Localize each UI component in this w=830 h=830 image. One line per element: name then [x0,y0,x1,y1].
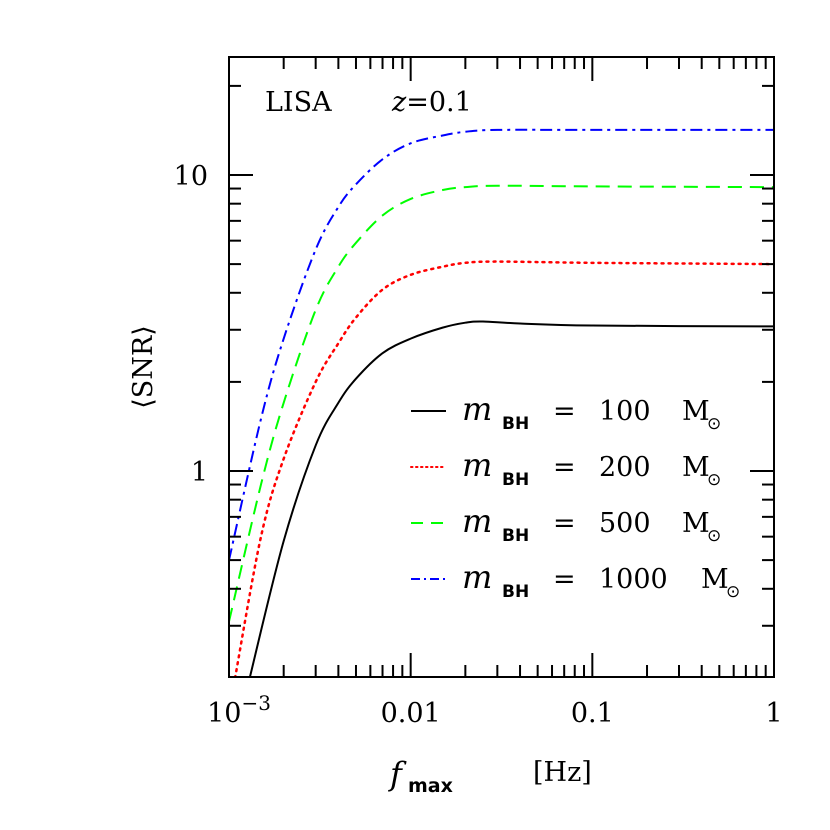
redshift-var: z [391,87,407,118]
x-axis-label-unit: [Hz] [533,757,592,788]
legend-text: BH [502,470,529,490]
legend-text: BH [502,526,529,546]
redshift-annotation: z=0.1 [391,87,472,118]
legend-text: ⊙ [707,414,721,434]
series-line-500 [229,184,774,622]
y-tick-labels: 1 10 [174,161,208,488]
x-tick-label: 0.1 [571,698,614,729]
legend-text: 200 [599,452,651,483]
legend-text: M [682,452,710,483]
axis-ticks [229,57,774,677]
redshift-value: =0.1 [406,87,472,118]
legend-text: ⊙ [707,526,721,546]
y-tick-label: 10 [174,161,208,192]
legend-text: = [553,396,576,427]
x-axis-label-sub: max [408,775,453,797]
legend-text: = [553,508,576,539]
legend-item-100: m BH = 100 M⊙ [411,390,721,434]
legend-text: = [553,564,576,595]
x-tick-label: 0.01 [381,698,441,729]
legend-text: BH [502,414,529,434]
legend-text: ⊙ [707,470,721,490]
legend-text: M [701,564,729,595]
legend-item-200: m BH = 200 M⊙ [410,446,721,490]
legend-text: 100 [599,396,651,427]
series-line-100 [248,320,774,677]
legend-text: 1000 [599,564,668,595]
legend-text: M [682,508,710,539]
plot-curves [229,128,774,677]
legend-text: 500 [599,508,651,539]
legend-text: m [462,558,492,596]
x-tick-labels: 10−3 0.01 0.1 1 [207,691,783,729]
legend-item-1000: m BH = 1000 M⊙ [411,558,740,602]
legend-item-500: m BH = 500 M⊙ [411,502,721,546]
legend-text: BH [502,582,529,602]
legend-text: m [462,502,492,540]
legend-text: = [553,452,576,483]
legend: m BH = 100 M⊙m BH = 200 M⊙m BH = 500 M⊙m BH = 1000 M⊙ [410,390,740,602]
series-line-200 [233,260,774,677]
y-tick-label: 1 [191,457,208,488]
y-axis-label: ⟨SNR⟩ [128,325,159,409]
legend-text: ⊙ [726,582,740,602]
detector-annotation: LISA [265,87,332,118]
series-line-1000 [229,128,774,561]
legend-text: M [682,396,710,427]
legend-text: m [462,446,492,484]
x-tick-label: 10−3 [207,691,271,729]
legend-text: m [462,390,492,428]
x-tick-label: 1 [765,698,782,729]
x-axis-label-var: f [388,755,407,793]
plot-frame [228,56,775,678]
